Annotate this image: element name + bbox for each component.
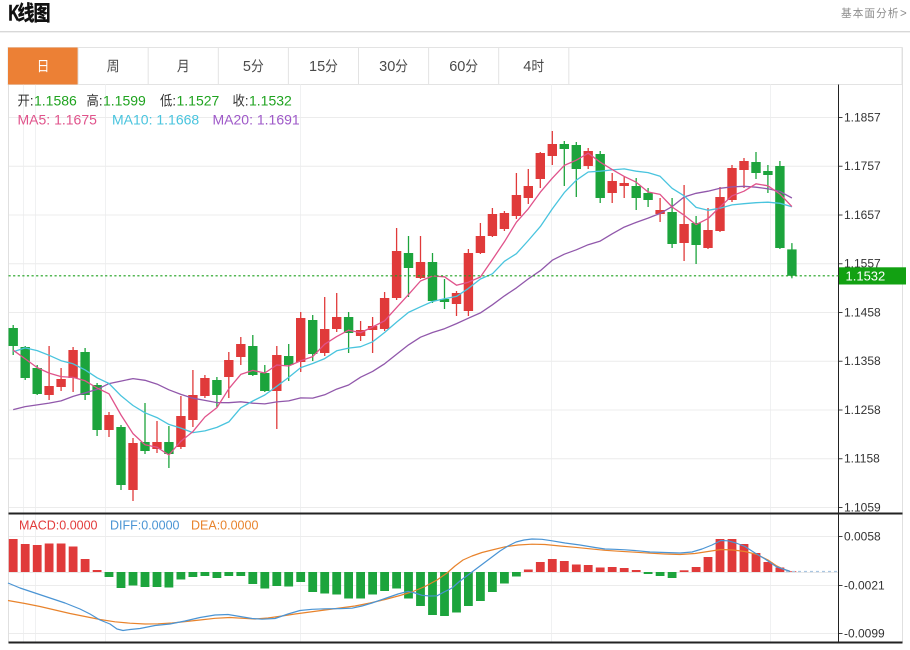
svg-text:1: 1 bbox=[309, 59, 317, 75]
svg-text:1.1532: 1.1532 bbox=[249, 93, 292, 109]
svg-text::: : bbox=[99, 93, 103, 109]
svg-text:1.1857: 1.1857 bbox=[844, 110, 881, 124]
svg-text:0: 0 bbox=[387, 59, 395, 75]
svg-text:1.1586: 1.1586 bbox=[34, 93, 77, 109]
svg-text:1.1358: 1.1358 bbox=[844, 354, 881, 368]
svg-text:-0.0021: -0.0021 bbox=[844, 578, 885, 592]
svg-text:4: 4 bbox=[523, 59, 531, 75]
svg-text:DEA:0.0000: DEA:0.0000 bbox=[191, 518, 258, 532]
svg-text:1.1532: 1.1532 bbox=[846, 269, 886, 284]
svg-text:1.1258: 1.1258 bbox=[844, 403, 881, 417]
svg-text:MACD:0.0000: MACD:0.0000 bbox=[19, 518, 98, 532]
svg-text:1.1158: 1.1158 bbox=[844, 452, 880, 466]
svg-text:6: 6 bbox=[449, 59, 457, 75]
svg-text:1.1458: 1.1458 bbox=[844, 305, 881, 319]
svg-text:0: 0 bbox=[457, 59, 465, 75]
svg-text:1.1757: 1.1757 bbox=[844, 159, 881, 173]
svg-text:5: 5 bbox=[243, 59, 251, 75]
svg-text:K: K bbox=[8, 2, 19, 26]
svg-text:MA5: 1.1675: MA5: 1.1675 bbox=[18, 111, 98, 127]
svg-text::: : bbox=[245, 93, 249, 109]
svg-text:1.1657: 1.1657 bbox=[844, 208, 881, 222]
svg-text:5: 5 bbox=[317, 59, 325, 75]
svg-text:1.1527: 1.1527 bbox=[177, 93, 220, 109]
svg-text:0.0058: 0.0058 bbox=[844, 529, 881, 543]
svg-text:MA20: 1.1691: MA20: 1.1691 bbox=[213, 111, 300, 127]
svg-text::: : bbox=[172, 93, 176, 109]
svg-text:-0.0099: -0.0099 bbox=[844, 626, 885, 640]
svg-text:DIFF:0.0000: DIFF:0.0000 bbox=[110, 518, 180, 532]
svg-text:1.1557: 1.1557 bbox=[844, 257, 881, 271]
svg-text:1.1059: 1.1059 bbox=[844, 500, 881, 514]
svg-text:>: > bbox=[900, 8, 907, 20]
svg-text::: : bbox=[30, 93, 34, 109]
svg-text:1.1599: 1.1599 bbox=[103, 93, 146, 109]
svg-text:MA10: 1.1668: MA10: 1.1668 bbox=[112, 111, 199, 127]
svg-text:3: 3 bbox=[379, 59, 387, 75]
